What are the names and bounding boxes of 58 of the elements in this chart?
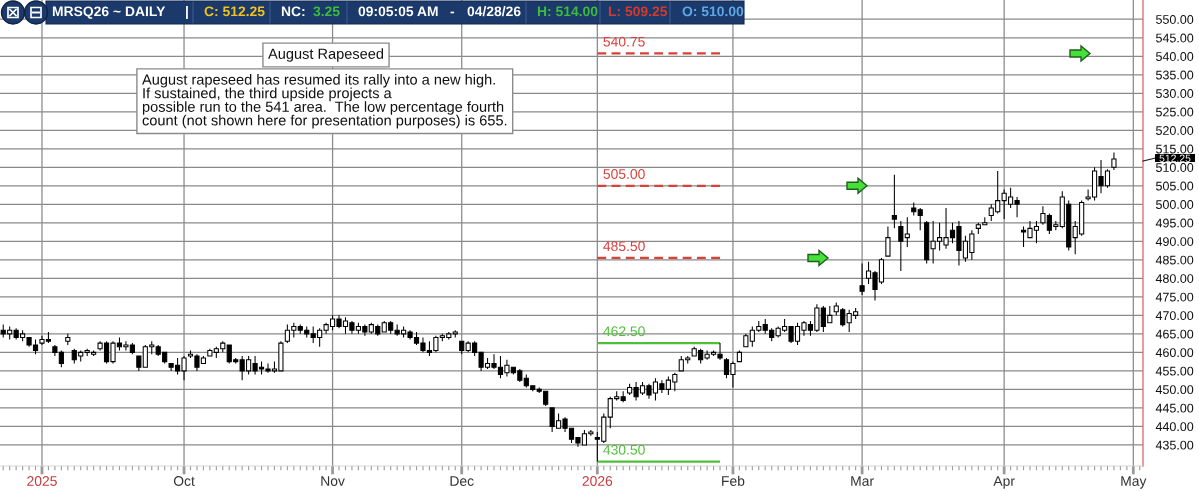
y-tick-label: 460.00	[1155, 348, 1194, 358]
annotation: C: 512.25	[204, 6, 265, 17]
y-tick-label: 495.00	[1155, 218, 1194, 228]
y-tick-label: 515.00	[1156, 144, 1194, 154]
series-label: 430.50	[603, 444, 645, 455]
y-tick-label: 520.00	[1156, 126, 1194, 135]
candlestick	[736, 350, 742, 363]
text: August Rapeseed	[268, 48, 384, 62]
candlestick	[891, 174, 897, 229]
y-tick-label: 525.00	[1156, 107, 1194, 117]
series-label: 540.75	[603, 36, 645, 47]
x-tick-label: Feb	[722, 475, 745, 486]
y-tick-label: 510.00	[1156, 163, 1194, 172]
annotation: 3.25	[313, 6, 340, 17]
candlestick	[1111, 151, 1117, 171]
y-tick-label: 530.00	[1156, 89, 1194, 98]
annotation: H: 514.00	[537, 6, 598, 17]
x-tick-label: Oct	[173, 476, 195, 486]
y-tick-label: 435.00	[1155, 440, 1194, 450]
annotation: MRSQ26 ~ DAILY	[52, 6, 166, 19]
y-tick-label: 500.00	[1156, 200, 1194, 209]
y-tick-label: 470.00	[1155, 311, 1194, 321]
annotation: -	[450, 11, 455, 14]
y-tick-label: 480.00	[1155, 274, 1194, 283]
candlestick	[859, 263, 865, 296]
y-tick-label: 505.00	[1156, 181, 1194, 191]
annotation: 09:05:05 AM	[358, 6, 438, 17]
y-tick-label: 445.00	[1155, 403, 1194, 413]
y-tick-label: 465.00	[1155, 329, 1194, 339]
annotation: 04/28/26	[467, 6, 521, 17]
y-tick-label: 545.00	[1156, 33, 1194, 43]
y-tick-label: 490.00	[1155, 237, 1194, 246]
y-tick-label: 485.00	[1155, 255, 1194, 265]
annotation: L: 509.25	[608, 6, 668, 17]
candlestick	[65, 333, 71, 346]
y-tick-label: 475.00	[1155, 292, 1194, 302]
x-tick-label: 2025	[27, 476, 57, 486]
series-label: 485.50	[603, 241, 645, 252]
annotation: |	[186, 5, 188, 20]
x-tick-label: Apr	[993, 476, 1015, 489]
series-label: 462.50	[603, 326, 645, 337]
x-tick-label: Mar	[851, 476, 874, 486]
annotation: August rapeseed has resumed its rally into a new high. If sustained, the third upside projects a possible run to the 541 area. The low percentage fourth count (not shown here for presentation purposes) is 655.	[142, 74, 507, 129]
text: 512.25	[1159, 154, 1191, 162]
y-tick-label: 450.00	[1155, 385, 1194, 395]
y-tick-label: 540.00	[1156, 52, 1194, 61]
y-tick-label: 455.00	[1155, 366, 1194, 376]
annotation: O: 510.00	[682, 6, 744, 17]
x-tick-label: May	[1121, 476, 1147, 489]
y-tick-label: 535.00	[1156, 70, 1194, 80]
annotation: NC:	[281, 6, 305, 17]
x-tick-label: 2026	[582, 476, 613, 486]
x-tick-label: Nov	[321, 476, 345, 486]
series-label: 505.00	[603, 169, 645, 179]
candlestick	[885, 226, 891, 257]
y-tick-label: 550.00	[1156, 15, 1194, 24]
x-tick-label: Dec	[450, 476, 474, 486]
y-tick-label: 440.00	[1155, 422, 1194, 432]
